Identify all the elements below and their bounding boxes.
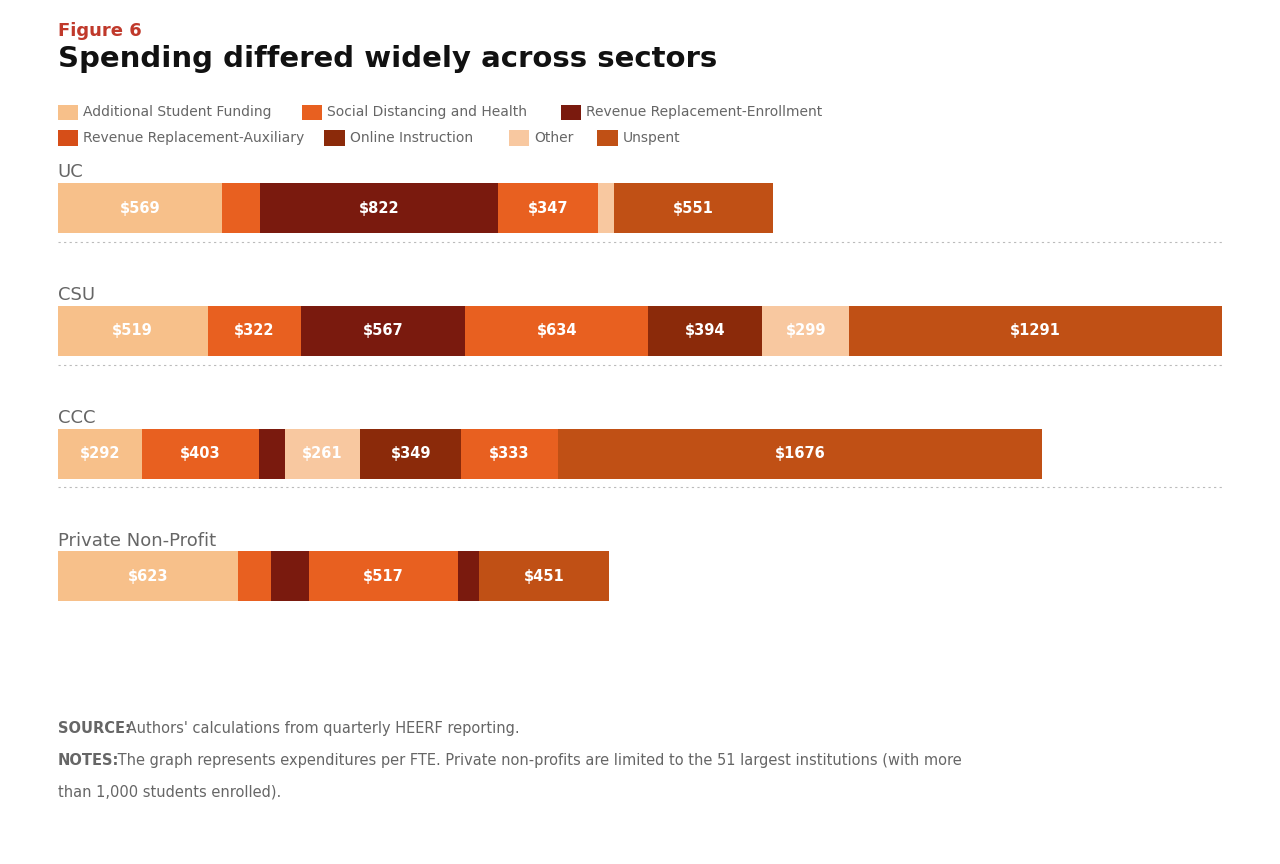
- Text: Social Distancing and Health: Social Distancing and Health: [328, 105, 527, 119]
- Text: $347: $347: [527, 200, 568, 216]
- Text: Unspent: Unspent: [623, 131, 681, 145]
- Text: $567: $567: [362, 323, 403, 339]
- Text: than 1,000 students enrolled).: than 1,000 students enrolled).: [58, 785, 280, 799]
- Text: $519: $519: [113, 323, 154, 339]
- Text: $261: $261: [302, 446, 343, 461]
- Text: Authors' calculations from quarterly HEERF reporting.: Authors' calculations from quarterly HEE…: [122, 721, 520, 736]
- Text: $517: $517: [364, 569, 404, 584]
- Text: $394: $394: [685, 323, 726, 339]
- Text: CSU: CSU: [58, 286, 95, 304]
- Text: Spending differed widely across sectors: Spending differed widely across sectors: [58, 45, 717, 73]
- Text: UC: UC: [58, 163, 83, 181]
- Text: $634: $634: [536, 323, 577, 339]
- Text: $322: $322: [234, 323, 275, 339]
- Text: $299: $299: [786, 323, 826, 339]
- Text: Revenue Replacement-Auxiliary: Revenue Replacement-Auxiliary: [83, 131, 305, 145]
- Text: $451: $451: [524, 569, 564, 584]
- Text: $569: $569: [119, 200, 160, 216]
- Text: The graph represents expenditures per FTE. Private non-profits are limited to th: The graph represents expenditures per FT…: [113, 753, 961, 768]
- Text: $403: $403: [180, 446, 220, 461]
- Text: $349: $349: [390, 446, 431, 461]
- Text: $551: $551: [673, 200, 714, 216]
- Text: SOURCE:: SOURCE:: [58, 721, 131, 736]
- Text: Additional Student Funding: Additional Student Funding: [83, 105, 271, 119]
- Text: $1676: $1676: [774, 446, 826, 461]
- Text: CCC: CCC: [58, 409, 95, 427]
- Text: Revenue Replacement-Enrollment: Revenue Replacement-Enrollment: [586, 105, 823, 119]
- Text: NOTES:: NOTES:: [58, 753, 119, 768]
- Text: $822: $822: [358, 200, 399, 216]
- Text: Online Instruction: Online Instruction: [349, 131, 472, 145]
- Text: $333: $333: [489, 446, 530, 461]
- Text: Figure 6: Figure 6: [58, 22, 141, 40]
- Text: Private Non-Profit: Private Non-Profit: [58, 531, 216, 550]
- Text: $292: $292: [79, 446, 120, 461]
- Text: Other: Other: [535, 131, 573, 145]
- Text: $1291: $1291: [1010, 323, 1061, 339]
- Text: $623: $623: [128, 569, 168, 584]
